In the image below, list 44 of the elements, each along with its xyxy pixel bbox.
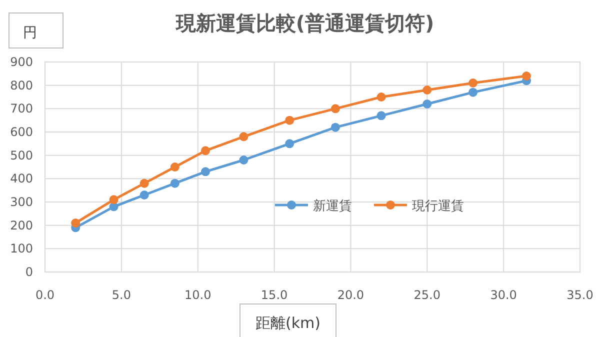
chart-title: 現新運賃比較(普通運賃切符) xyxy=(174,11,434,35)
point xyxy=(376,92,386,102)
point xyxy=(170,178,180,188)
x-tick-label: 5.0 xyxy=(112,288,131,302)
point xyxy=(376,111,386,120)
point xyxy=(71,218,80,228)
y-tick-label: 0 xyxy=(25,265,33,279)
point xyxy=(522,72,531,80)
point xyxy=(140,178,149,188)
point xyxy=(109,195,118,204)
point xyxy=(285,139,294,148)
point xyxy=(201,146,210,156)
x-tick-label: 20.0 xyxy=(337,288,364,302)
y-axis-title: 円 xyxy=(23,25,37,41)
y-tick-label: 400 xyxy=(10,172,33,186)
x-tick-label: 10.0 xyxy=(184,288,212,302)
point xyxy=(422,100,432,108)
legend-label: 現行運賃 xyxy=(412,199,464,214)
y-tick-label: 100 xyxy=(10,242,33,256)
x-tick-label: 0.0 xyxy=(35,288,55,302)
point xyxy=(330,122,340,132)
y-tick-label: 500 xyxy=(10,148,33,162)
point xyxy=(170,162,180,172)
y-tick-label: 900 xyxy=(10,55,33,69)
point xyxy=(140,190,149,200)
x-tick-label: 30.0 xyxy=(490,288,517,302)
legend-label: 新運賃 xyxy=(313,199,352,214)
x-tick-label: 15.0 xyxy=(260,288,288,302)
x-tick-label: 25.0 xyxy=(414,288,440,302)
y-tick-label: 800 xyxy=(10,78,33,92)
x-tick-label: 35.0 xyxy=(566,288,594,302)
y-tick-label: 600 xyxy=(10,125,33,139)
point xyxy=(201,167,210,176)
point xyxy=(422,86,432,94)
y-tick-label: 700 xyxy=(10,102,33,116)
point xyxy=(468,88,478,97)
point xyxy=(468,78,478,88)
y-tick-label: 200 xyxy=(10,218,33,232)
point xyxy=(239,156,248,164)
x-axis-title: 距離(km) xyxy=(255,314,321,332)
y-tick-label: 300 xyxy=(10,195,33,209)
point xyxy=(330,104,340,114)
point xyxy=(285,116,294,125)
point xyxy=(239,132,248,142)
